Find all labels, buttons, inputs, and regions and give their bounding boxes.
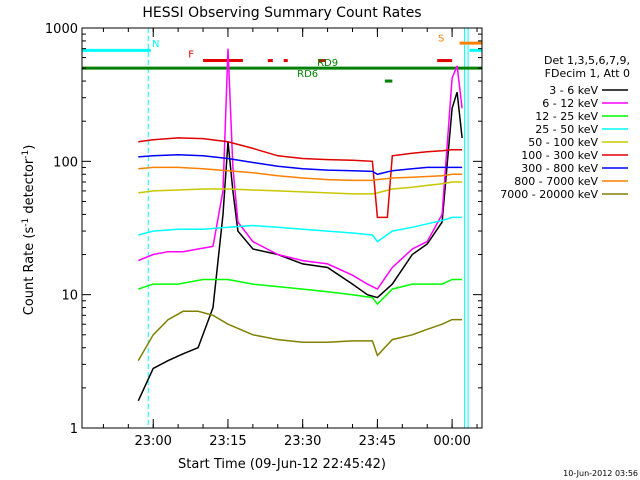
legend-label-2: 12 - 25 keV — [535, 110, 598, 123]
series-line-3 — [138, 216, 463, 243]
legend-label-0: 3 - 6 keV — [549, 84, 598, 97]
series-line-1 — [138, 48, 463, 291]
flag-label-s: S — [438, 34, 444, 45]
legend-label-4: 50 - 100 keV — [528, 136, 598, 149]
series-line-4 — [138, 181, 463, 195]
series-line-5 — [138, 137, 463, 219]
legend-header-1: Det 1,3,5,6,7,9, — [544, 54, 630, 67]
y-tick-label: 100 — [53, 155, 78, 170]
series-line-0 — [137, 91, 463, 402]
y-tick-label: 1000 — [45, 22, 78, 37]
legend-label-1: 6 - 12 keV — [542, 97, 598, 110]
y-tick-label: 10 — [61, 289, 78, 304]
flag-label-n: N — [152, 39, 159, 50]
legend-label-5: 100 - 300 keV — [521, 149, 598, 162]
series-line-2 — [138, 278, 463, 306]
series-line-8 — [137, 310, 463, 361]
series-line-6 — [138, 154, 463, 176]
x-axis-label: Start Time (09-Jun-12 22:45:42) — [178, 457, 386, 472]
legend-header-2: FDecim 1, Att 0 — [545, 67, 630, 80]
x-tick-label: 23:30 — [284, 434, 321, 449]
legend-label-6: 300 - 800 keV — [521, 162, 598, 175]
x-tick-label: 00:00 — [433, 434, 470, 449]
flag-label-rd6: RD6 — [297, 69, 318, 80]
x-tick-label: 23:45 — [359, 434, 396, 449]
timestamp: 10-Jun-2012 03:56 — [563, 469, 638, 478]
flag-label-f: F — [188, 50, 194, 61]
x-tick-label: 23:00 — [134, 434, 171, 449]
y-tick-label: 1 — [70, 422, 78, 437]
plot-frame — [81, 27, 483, 429]
x-tick-label: 23:15 — [209, 434, 246, 449]
legend-label-3: 25 - 50 keV — [535, 123, 598, 136]
legend-label-7: 800 - 7000 keV — [514, 175, 598, 188]
legend-label-8: 7000 - 20000 keV — [500, 188, 598, 201]
flag-label-rd9: RD9 — [317, 58, 338, 69]
series-group — [137, 48, 463, 402]
series-line-7 — [138, 166, 463, 182]
chart-title: HESSI Observing Summary Count Rates — [142, 5, 421, 21]
y-axis-label: Count Rate (s-1 detector-1) — [21, 145, 37, 316]
